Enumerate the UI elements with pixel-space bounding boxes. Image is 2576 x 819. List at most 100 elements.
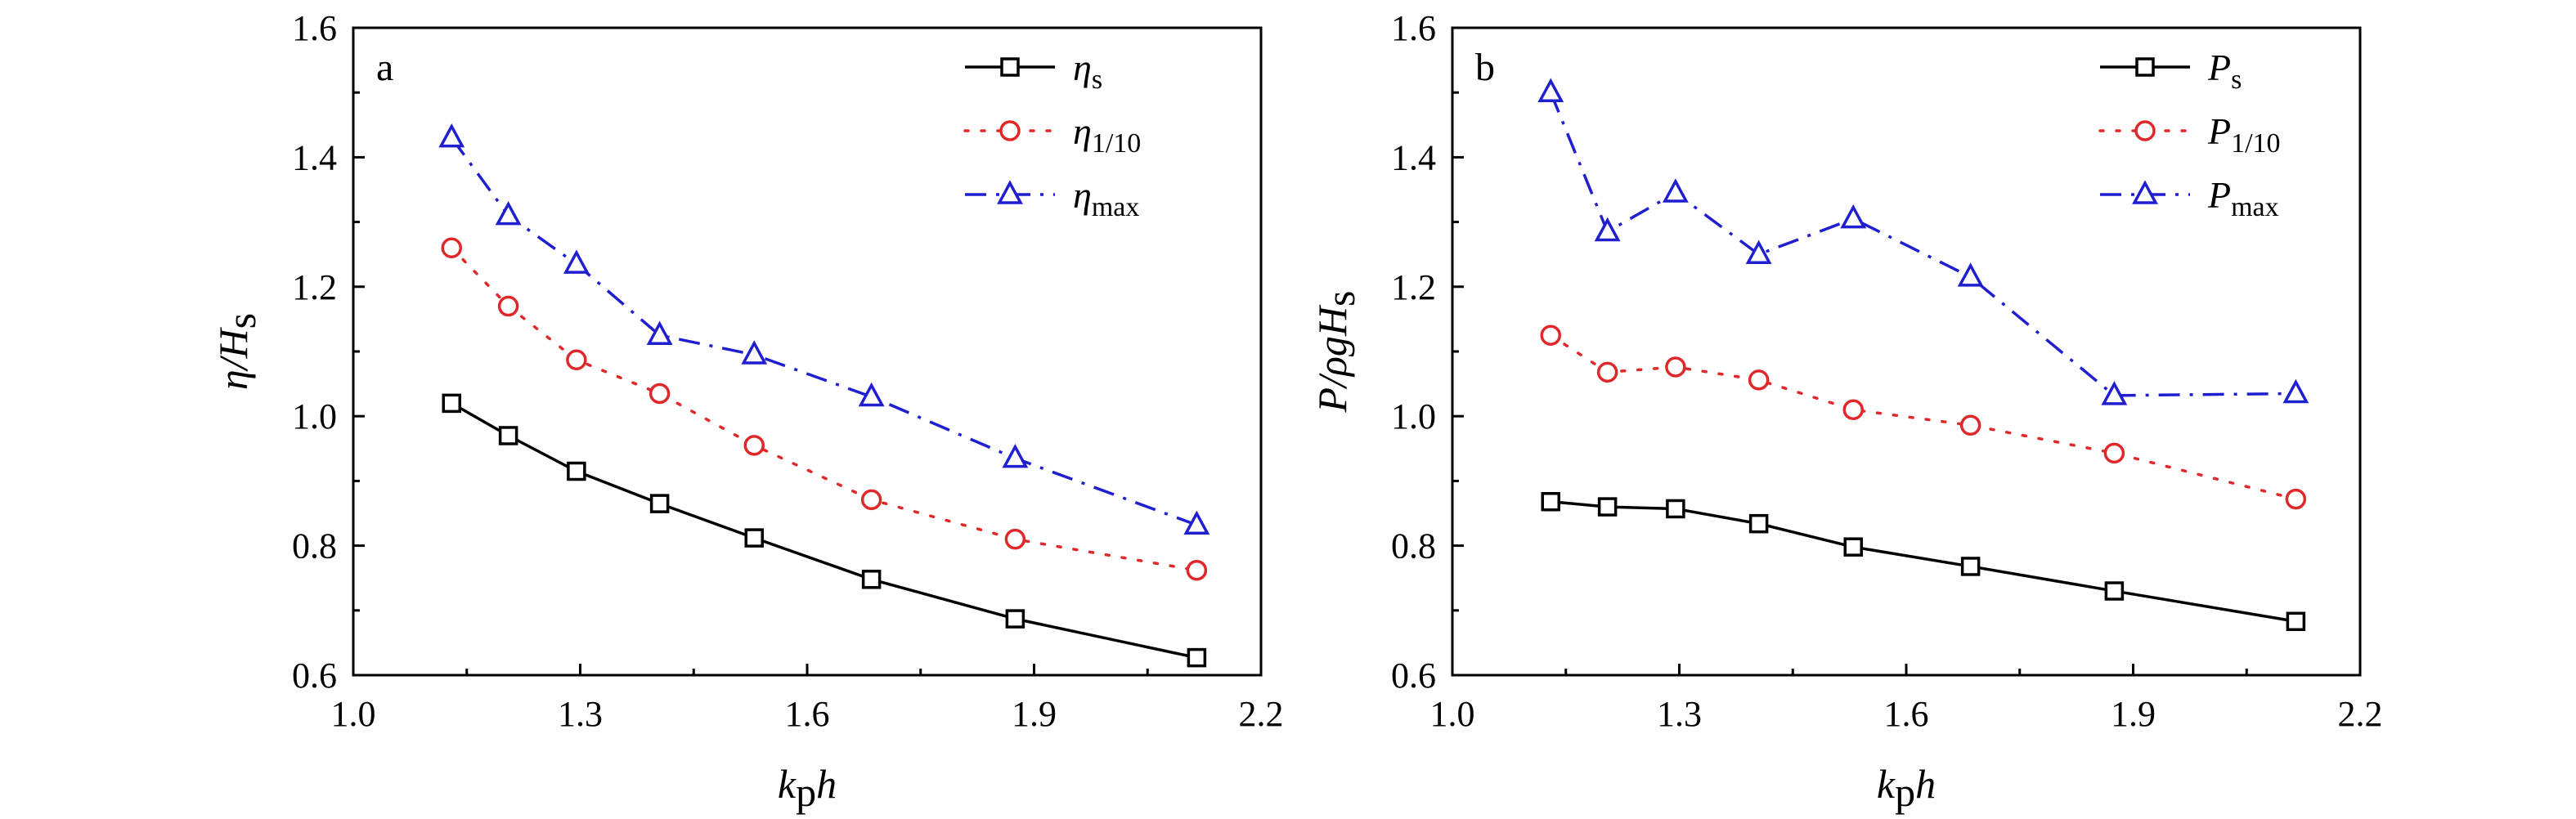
y-tick-label: 1.6 [1391, 8, 1436, 48]
data-point [441, 237, 462, 259]
data-point [1665, 356, 1686, 378]
data-point [2282, 378, 2309, 404]
series-line [1551, 500, 2296, 623]
data-point [1957, 262, 1984, 287]
data-point [495, 201, 522, 226]
x-tick-label: 1.9 [2111, 694, 2156, 734]
series-line [450, 246, 1199, 572]
legend-marker [2132, 180, 2158, 204]
y-tick-label: 0.8 [1391, 526, 1436, 566]
series-η-max [438, 123, 1210, 535]
data-point [2101, 381, 2128, 405]
y-tick-label: 0.8 [292, 526, 337, 566]
data-point [566, 349, 587, 371]
data-point [649, 494, 670, 513]
data-point [2103, 442, 2125, 464]
data-point [497, 295, 519, 317]
series-η-1/10 [441, 237, 1208, 581]
data-point [648, 383, 671, 405]
series-η-s [442, 393, 1207, 668]
y-axis-title: P/ρgHs [1309, 290, 1363, 413]
y-tick-label: 1.0 [1391, 396, 1436, 436]
data-point [498, 426, 518, 445]
data-point [646, 320, 673, 345]
data-point [2286, 611, 2306, 632]
series-line [451, 401, 1197, 660]
y-tick-label: 1.2 [292, 267, 337, 307]
data-point [741, 340, 768, 365]
y-axis-title: η/Hs [210, 313, 264, 390]
series-P-s [1541, 491, 2306, 632]
x-tick-label: 1.6 [1884, 694, 1929, 734]
chart-panel-b: 1.0 1.3 1.6 1.9 2.2 0.6 0.8 1.0 1.2 1.4 1.6 kph P/ρg… [1309, 8, 2383, 815]
data-point [1594, 217, 1621, 242]
data-point [1843, 537, 1863, 557]
series-line [1549, 92, 2296, 397]
data-point [1183, 510, 1210, 535]
plot-frame [352, 26, 1263, 677]
series-P-max [1537, 78, 2309, 405]
x-tick-label: 1.0 [331, 694, 376, 734]
y-tick-label: 0.6 [1391, 656, 1436, 696]
y-tick-label: 0.6 [292, 656, 337, 696]
x-tick-label: 1.3 [1657, 694, 1702, 734]
legend-entry: η1/10 [1073, 110, 1141, 159]
data-point [1541, 491, 1560, 512]
legend-entry: P1/10 [2207, 110, 2281, 159]
data-point [1959, 414, 1981, 436]
legend-marker [2135, 57, 2155, 77]
y-tick-label: 1.0 [292, 396, 337, 436]
data-point [567, 461, 586, 481]
data-point [1540, 324, 1561, 346]
x-axis-title: kph [778, 761, 837, 815]
x-tick-label: 1.3 [558, 694, 603, 734]
legend-marker [999, 120, 1021, 141]
data-point [1960, 557, 1981, 576]
data-point [860, 489, 882, 511]
panel-label: b [1475, 46, 1495, 89]
x-tick-label: 1.0 [1430, 694, 1475, 734]
data-point [1748, 513, 1769, 534]
data-point [2285, 488, 2307, 510]
series-line [1549, 333, 2298, 501]
data-point [442, 393, 461, 414]
data-point [1187, 647, 1207, 668]
data-point [858, 382, 885, 407]
legend-entry: ηs [1073, 47, 1102, 95]
data-point [1186, 559, 1208, 581]
legend-marker [2134, 120, 2156, 141]
data-point [1004, 528, 1026, 550]
chart-panel-a: 1.0 1.3 1.6 1.9 2.2 0.6 0.8 1.0 1.2 1.4 1.6 kph η/Hs… [210, 8, 1284, 815]
y-tick-label: 1.4 [1391, 137, 1436, 177]
data-point [1842, 399, 1864, 421]
data-point [1666, 499, 1685, 519]
y-tick-label: 1.6 [292, 8, 337, 48]
legend-entry: Pmax [2207, 174, 2279, 222]
legend-marker [997, 180, 1023, 204]
data-point [861, 570, 882, 589]
data-point [1745, 239, 1772, 264]
legend-marker [1000, 57, 1020, 77]
x-axis-title: kph [1877, 761, 1936, 815]
data-point [1537, 78, 1564, 102]
panel-label: a [376, 46, 393, 89]
data-point [1002, 444, 1029, 468]
x-tick-label: 1.6 [785, 694, 830, 734]
x-tick-label: 1.9 [1012, 694, 1057, 734]
x-tick-label: 2.2 [2338, 694, 2383, 734]
data-point [1662, 178, 1689, 203]
legend-entry: ηmax [1073, 174, 1139, 222]
data-point [1840, 204, 1867, 229]
data-point [743, 435, 765, 456]
data-point [2104, 581, 2125, 601]
data-point [1005, 609, 1025, 629]
data-point [744, 528, 764, 548]
data-point [1596, 361, 1618, 383]
data-point [1597, 497, 1618, 517]
data-point [563, 249, 590, 274]
legend-entry: Ps [2207, 47, 2242, 95]
data-point [1748, 369, 1770, 391]
y-tick-label: 1.2 [1391, 267, 1436, 307]
series-P-1/10 [1540, 324, 2307, 510]
